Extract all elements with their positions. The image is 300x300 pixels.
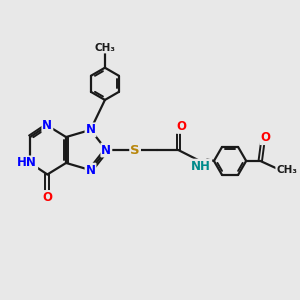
Text: CH₃: CH₃	[276, 165, 297, 175]
Text: O: O	[260, 131, 270, 144]
Text: NH: NH	[191, 160, 211, 172]
Text: N: N	[101, 143, 111, 157]
Text: CH₃: CH₃	[94, 43, 116, 52]
Text: N: N	[85, 164, 95, 177]
Text: S: S	[130, 143, 140, 157]
Text: N: N	[42, 119, 52, 132]
Text: HN: HN	[17, 156, 37, 170]
Text: N: N	[85, 123, 95, 136]
Text: O: O	[42, 191, 52, 204]
Text: O: O	[177, 120, 187, 133]
